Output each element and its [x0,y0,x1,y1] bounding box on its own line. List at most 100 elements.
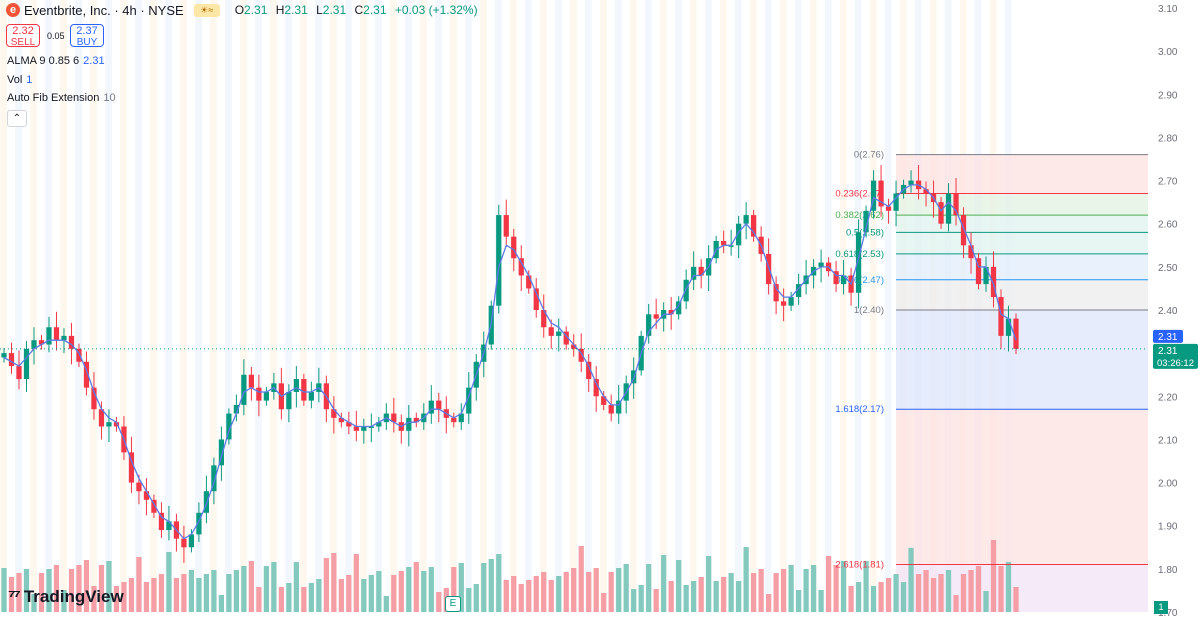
ohlc-values: O2.31 H2.31 L2.31 C2.31 +0.03 (+1.32%) [230,3,478,17]
indicator-volume[interactable]: Vol 1 [7,74,32,86]
buy-button[interactable]: 2.37 BUY [70,24,104,48]
volume-bar [203,574,210,612]
candle-body [338,417,344,423]
volume-bar [548,580,554,612]
volume-bar [158,574,165,612]
price-axis-bg [1148,0,1200,619]
fib-zone [896,253,1148,280]
symbol-title[interactable]: Eventbrite, Inc. · 4h · NYSE [24,2,184,18]
price-tick-label: 2.40 [1158,306,1178,317]
volume-bar [68,569,75,612]
candle-body [331,409,337,418]
candle-body [945,193,952,224]
candle-body [593,379,599,397]
volume-bar [308,583,314,612]
low-label: L [316,3,323,17]
candle-body [526,275,532,289]
candle-body [181,538,187,548]
volume-bar [428,567,434,612]
candle-body [548,327,554,336]
volume-bar [885,578,892,612]
fib-zone [896,409,1148,565]
indicator-alma[interactable]: ALMA 9 0.85 6 2.31 [7,55,105,67]
volume-bar [226,574,232,612]
candle-body [23,348,30,380]
session-stripe [450,0,457,612]
session-stripe [435,0,442,612]
fib-level-label: 2.618(1.81) [835,560,884,571]
session-stripe [809,0,817,612]
volume-bar [691,581,697,612]
fib-extension-zones [896,154,1148,612]
candle-body [1013,318,1019,349]
earnings-marker-icon[interactable]: E [445,596,461,612]
fib-zone [896,193,1148,216]
price-tick-label: 2.10 [1158,435,1178,446]
alma-path [3,184,1017,540]
volume-bar [61,590,67,612]
candle-body [346,422,352,427]
tradingview-logo[interactable]: ⁷⁷ TradingView [8,586,124,607]
countdown-badge-text: 03:26:12 [1157,358,1194,369]
candle-body [878,180,884,207]
session-stripe [210,0,217,612]
volume-bar [286,583,292,612]
volume-bar [8,577,15,612]
volume-bar [413,562,419,612]
volume-bar [421,571,427,612]
tradingview-logo-icon: ⁷⁷ [8,586,21,606]
market-status-icon[interactable]: ☀≈ [193,3,220,17]
last-price-badge-text: 2.31 [1158,346,1178,357]
volume-bar [818,590,824,612]
price-tick-label: 1.90 [1158,522,1178,533]
volume-bar [533,576,539,612]
volume-bar [173,578,180,612]
volume-bar [788,565,794,612]
volume-bar [608,572,614,612]
session-stripe [599,0,607,612]
volume-bar [848,586,854,612]
volume-bar [256,587,262,612]
candle-body [953,193,959,216]
candle-body [16,366,22,380]
collapse-indicators-chevron-up-icon[interactable]: ⌃ [7,110,27,127]
scale-marker[interactable]: 1 [1154,601,1168,614]
volume-bar [391,575,397,612]
session-stripe [135,0,142,612]
candle-body [248,374,255,388]
sell-button[interactable]: 2.32 SELL [6,24,40,48]
eventbrite-logo-icon: e [6,3,20,17]
candle-body [676,301,682,315]
candle-body [691,266,697,280]
volume-bar [601,593,607,612]
volume-bar [923,570,929,612]
volume-bar [1005,562,1012,612]
session-stripe [749,0,757,612]
session-stripe [75,0,82,612]
session-stripe [465,0,472,612]
volume-bar [616,568,622,612]
volume-bar [586,572,592,612]
candle-body [8,353,15,367]
candle-body [53,327,60,341]
session-stripe [554,0,562,612]
candle-body [436,400,442,410]
indicator-volume-name: Vol [7,74,23,86]
candle-body [773,284,779,302]
volume-bar [855,582,862,612]
volume-bar [646,564,652,612]
candle-body [233,404,240,414]
session-stripe [225,0,232,612]
volume-bar [211,570,217,612]
price-axis[interactable]: 3.103.002.902.802.702.602.502.402.302.20… [1148,0,1200,619]
session-stripe [270,0,277,612]
chart-header: e Eventbrite, Inc. · 4h · NYSE ☀≈ O2.31 … [0,0,478,20]
candle-body [556,331,562,336]
volume-bar [773,573,779,612]
session-stripe [0,0,7,612]
indicator-auto-fib[interactable]: Auto Fib Extension 10 [7,92,116,104]
volume-bar [571,568,577,612]
volume-bar [241,566,247,612]
session-stripe [734,0,742,612]
